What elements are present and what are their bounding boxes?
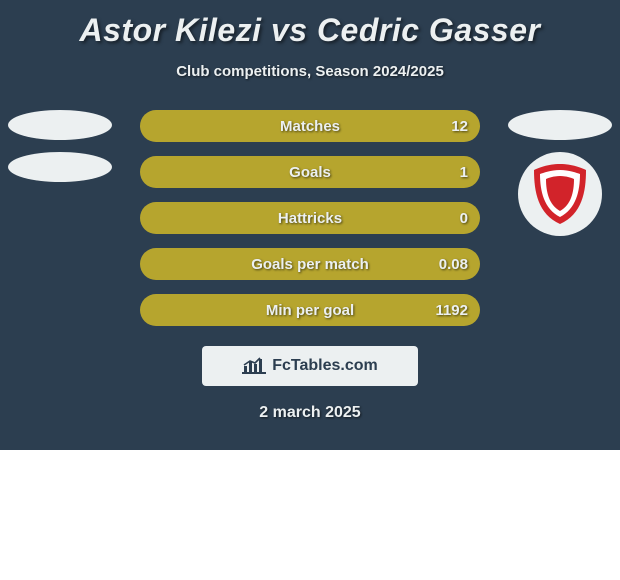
page-subtitle: Club competitions, Season 2024/2025: [0, 63, 620, 80]
brand-link[interactable]: FcTables.com: [202, 346, 418, 386]
shield-icon: [530, 162, 590, 226]
stat-row-goals: Goals 1: [140, 156, 480, 188]
player-left-photo-placeholder: [8, 110, 112, 140]
stat-label: Hattricks: [140, 210, 480, 227]
brand-text: FcTables.com: [272, 357, 378, 375]
player-right-photo-placeholder: [508, 110, 612, 140]
stat-row-hattricks: Hattricks 0: [140, 202, 480, 234]
stats-area: Matches 12 Goals 1 Hattricks 0 Goals per…: [0, 110, 620, 326]
stat-right-value: 1192: [435, 302, 468, 319]
stat-row-matches: Matches 12: [140, 110, 480, 142]
stat-row-mpg: Min per goal 1192: [140, 294, 480, 326]
page-title: Astor Kilezi vs Cedric Gasser: [0, 12, 620, 49]
club-right-logo: [518, 152, 602, 236]
right-badge-column: [508, 110, 612, 236]
stat-label: Goals per match: [140, 256, 480, 273]
stat-label: Min per goal: [140, 302, 480, 319]
stat-right-value: 1: [460, 164, 468, 181]
comparison-card: Astor Kilezi vs Cedric Gasser Club compe…: [0, 0, 620, 450]
stat-row-gpm: Goals per match 0.08: [140, 248, 480, 280]
stat-rows: Matches 12 Goals 1 Hattricks 0 Goals per…: [140, 110, 480, 326]
left-badge-column: [8, 110, 112, 182]
stat-right-value: 12: [451, 118, 468, 135]
stat-right-value: 0.08: [439, 256, 468, 273]
date-label: 2 march 2025: [0, 404, 620, 422]
stat-label: Goals: [140, 164, 480, 181]
club-left-logo-placeholder: [8, 152, 112, 182]
bar-chart-icon: [242, 356, 266, 376]
stat-label: Matches: [140, 118, 480, 135]
stat-right-value: 0: [460, 210, 468, 227]
